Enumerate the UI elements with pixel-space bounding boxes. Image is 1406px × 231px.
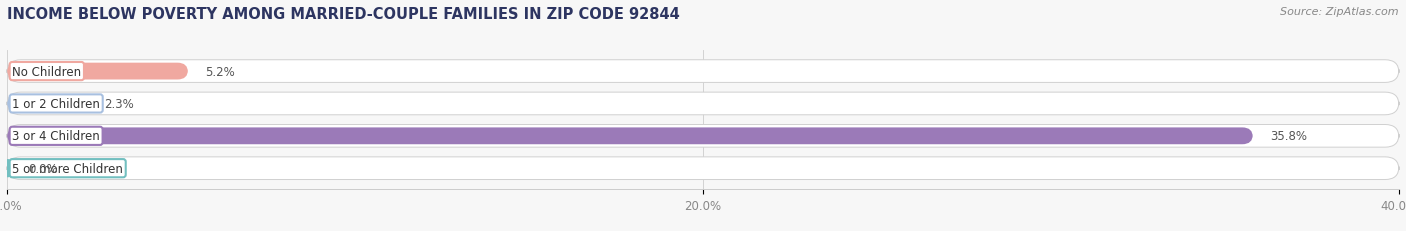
FancyBboxPatch shape	[7, 96, 87, 112]
FancyBboxPatch shape	[7, 61, 1399, 83]
Text: 5.2%: 5.2%	[205, 65, 235, 78]
Circle shape	[0, 160, 15, 177]
FancyBboxPatch shape	[7, 125, 1399, 148]
Text: 1 or 2 Children: 1 or 2 Children	[13, 97, 100, 110]
FancyBboxPatch shape	[7, 93, 1399, 115]
FancyBboxPatch shape	[7, 157, 1399, 180]
Text: 5 or more Children: 5 or more Children	[13, 162, 124, 175]
FancyBboxPatch shape	[7, 63, 188, 80]
FancyBboxPatch shape	[7, 128, 1253, 145]
Text: No Children: No Children	[13, 65, 82, 78]
Text: 0.0%: 0.0%	[28, 162, 58, 175]
Text: 3 or 4 Children: 3 or 4 Children	[13, 130, 100, 143]
Text: INCOME BELOW POVERTY AMONG MARRIED-COUPLE FAMILIES IN ZIP CODE 92844: INCOME BELOW POVERTY AMONG MARRIED-COUPL…	[7, 7, 679, 22]
Text: 2.3%: 2.3%	[104, 97, 134, 110]
Text: 35.8%: 35.8%	[1270, 130, 1308, 143]
Text: Source: ZipAtlas.com: Source: ZipAtlas.com	[1281, 7, 1399, 17]
